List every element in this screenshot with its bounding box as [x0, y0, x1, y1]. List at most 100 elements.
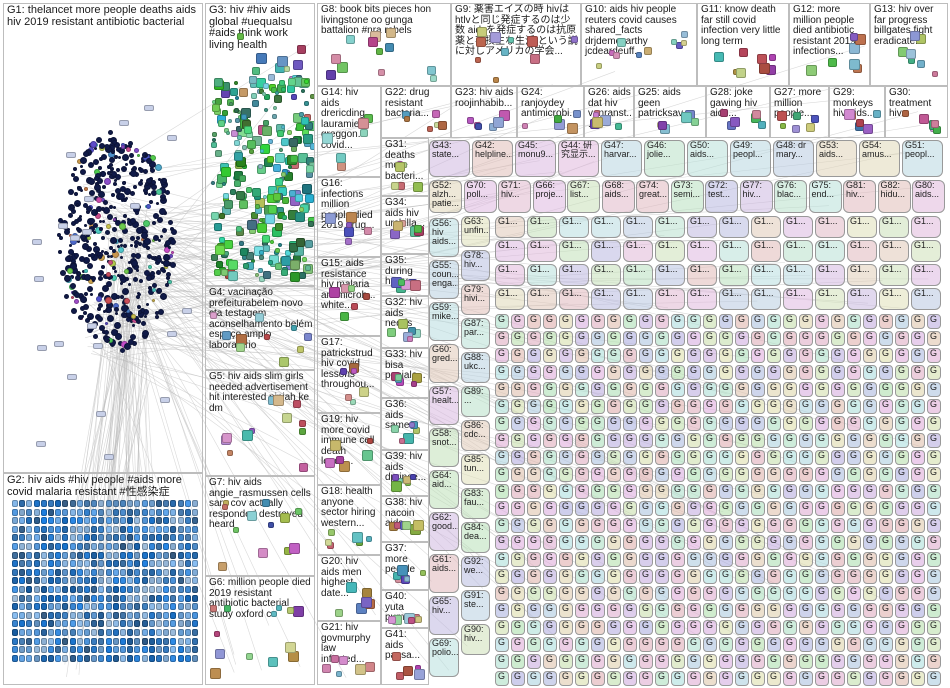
small-group-label: G: [546, 501, 554, 511]
node: [109, 275, 114, 280]
node: [293, 59, 304, 70]
small-group-tile: G55: coun... enga...: [429, 260, 459, 299]
small-group-tile: G: [671, 416, 685, 431]
node: [298, 207, 304, 213]
node: [292, 606, 304, 618]
small-group-label: G: [818, 637, 826, 647]
small-group-tile: G: [607, 518, 621, 533]
node: [134, 594, 141, 602]
small-group-label: G: [674, 586, 682, 596]
small-group-label: G: [882, 501, 890, 511]
edge: [134, 283, 219, 496]
node: [120, 508, 126, 516]
small-group-tile: G: [575, 501, 589, 516]
small-group-label: G: [834, 518, 842, 528]
small-group-tile: G: [655, 314, 669, 329]
small-group-label: G: [722, 450, 730, 460]
small-group-label: G1...: [754, 240, 774, 250]
edge: [128, 307, 605, 408]
small-group-label: G: [690, 620, 698, 630]
small-group-label: G: [818, 314, 826, 324]
small-group-tile: G: [591, 586, 605, 601]
node: [309, 94, 314, 100]
node: [713, 52, 724, 63]
small-group-label: G: [738, 382, 746, 392]
small-group-label: G: [626, 399, 634, 409]
edge: [105, 216, 323, 560]
small-group-label: G1...: [722, 240, 742, 250]
node: [184, 508, 191, 516]
node: [133, 243, 138, 248]
small-group-label: G: [578, 569, 586, 579]
node: [62, 577, 69, 585]
node: [98, 629, 105, 636]
small-group-tile: G: [703, 552, 717, 567]
small-group-tile: G: [511, 569, 525, 584]
small-group-label: G1...: [498, 288, 518, 298]
small-group-label: G: [594, 382, 602, 392]
small-group-label: G: [530, 671, 538, 681]
node: [76, 217, 82, 223]
node: [141, 637, 148, 645]
node: [19, 577, 26, 585]
small-group-tile: G: [751, 603, 765, 618]
small-group-tile: G: [895, 603, 909, 618]
node: [150, 271, 156, 277]
small-group-tile: G: [655, 399, 669, 414]
small-group-label: G: [706, 637, 714, 647]
node: [48, 560, 54, 568]
small-group-label: G: [658, 314, 666, 324]
small-group-label: G: [706, 484, 714, 494]
node: [192, 646, 198, 654]
small-group-label: G1...: [562, 288, 582, 298]
small-group-tile: G: [735, 586, 749, 601]
node: [33, 534, 40, 542]
node: [856, 118, 865, 127]
small-group-tile: G1...: [911, 240, 941, 262]
node: [58, 236, 63, 241]
small-group-tile: G: [687, 450, 701, 465]
small-group-label: G: [658, 433, 666, 443]
node: [62, 543, 69, 550]
group-panel-g3: G3: hiv #hiv aids global #uequalsu #aids…: [205, 3, 315, 286]
small-group-label: G1...: [850, 240, 870, 250]
node: [288, 190, 296, 198]
small-group-label: G1...: [690, 264, 710, 274]
node: [184, 586, 191, 593]
node: [40, 654, 47, 662]
small-group-tile: G: [687, 314, 701, 329]
node: [148, 560, 155, 568]
node: [86, 262, 93, 269]
edge: [109, 230, 549, 578]
small-group-label: G: [706, 450, 714, 460]
node: [91, 594, 98, 602]
small-group-tile: G: [767, 671, 781, 686]
small-group-tile: G77: hiv...: [739, 180, 773, 213]
node: [680, 111, 692, 123]
node: [148, 586, 155, 593]
group-label-g11: G11: know death far still covid infectio…: [701, 4, 784, 47]
small-group-tile: G: [703, 348, 717, 363]
small-group-label: G: [530, 399, 538, 409]
small-group-label: G: [642, 671, 650, 681]
node: [33, 620, 40, 628]
node: [141, 577, 148, 585]
small-group-label: G: [642, 620, 650, 630]
small-group-label: G57: healt...: [432, 386, 459, 405]
small-group-tile: G: [591, 314, 605, 329]
node: [177, 525, 184, 533]
small-group-label: G: [802, 365, 810, 375]
small-group-tile: G: [687, 654, 701, 669]
small-group-tile: G: [799, 365, 813, 380]
small-group-label: G: [530, 450, 538, 460]
small-group-label: G: [770, 416, 778, 426]
small-group-tile: G: [815, 671, 829, 686]
small-group-tile: G: [895, 382, 909, 397]
node: [135, 253, 142, 260]
node: [26, 543, 33, 550]
node: [40, 500, 47, 507]
node: [214, 631, 221, 638]
node: [12, 543, 18, 550]
small-group-label: G: [850, 416, 858, 426]
small-group-label: G53: aids...: [819, 140, 844, 159]
